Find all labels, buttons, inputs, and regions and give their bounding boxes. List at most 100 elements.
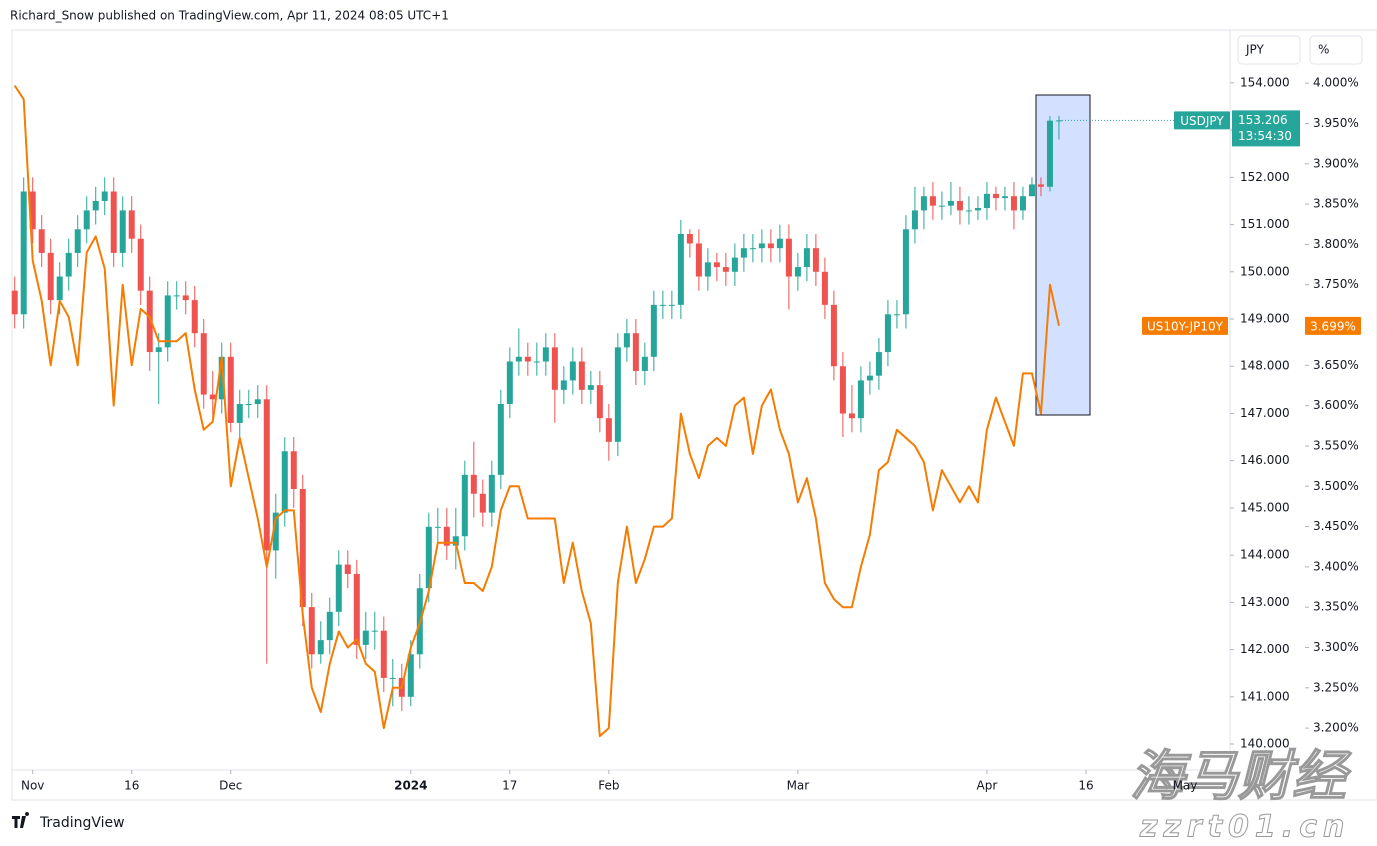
y2-tick-label: 3.350% xyxy=(1313,600,1359,614)
x-tick-label: 17 xyxy=(502,779,517,793)
y2-axis-label[interactable]: % xyxy=(1318,43,1329,57)
candle-body xyxy=(1028,184,1035,197)
y2-tick-label: 3.650% xyxy=(1313,358,1359,372)
y2-axis-header-box[interactable] xyxy=(1309,35,1363,65)
candle-body xyxy=(767,243,774,249)
y2-tick-label: 3.250% xyxy=(1313,680,1359,694)
candle-body xyxy=(1019,196,1026,211)
candle-body xyxy=(272,512,279,551)
chart-frame xyxy=(11,29,1377,801)
candle-body xyxy=(668,304,675,306)
candle-body xyxy=(1046,120,1053,187)
candle-body xyxy=(20,191,27,315)
candle-body xyxy=(524,356,531,362)
candle-body xyxy=(488,474,495,513)
candle-body xyxy=(902,229,909,315)
candle-body xyxy=(722,267,729,272)
candle-body xyxy=(461,474,468,537)
candle-body xyxy=(641,356,648,371)
candle-body xyxy=(605,418,612,442)
candle-body xyxy=(299,489,306,608)
last-price-label: 153.206 xyxy=(1238,113,1288,127)
candle-body xyxy=(974,208,981,211)
y-tick-label: 140.000 xyxy=(1240,737,1290,751)
candle-body xyxy=(911,210,918,230)
series-name-badge-bg xyxy=(1142,316,1228,335)
y2-tick-label: 3.800% xyxy=(1313,237,1359,251)
candle-body xyxy=(209,394,216,400)
y2-tick-label: 3.550% xyxy=(1313,438,1359,452)
y2-tick-label: 3.950% xyxy=(1313,116,1359,130)
y-tick-label: 145.000 xyxy=(1240,500,1290,514)
candle-body xyxy=(101,191,108,201)
candle-body xyxy=(47,252,54,301)
candle-body xyxy=(713,262,720,268)
last-price-badge-bg xyxy=(1232,110,1300,147)
candle-body xyxy=(407,654,414,697)
candle-body xyxy=(812,248,819,272)
y-tick-label: 141.000 xyxy=(1240,689,1290,703)
candle-body xyxy=(785,238,792,277)
countdown-label: 13:54:30 xyxy=(1238,129,1292,143)
candle-body xyxy=(515,356,522,362)
candle-body xyxy=(884,314,891,353)
x-tick-label: 16 xyxy=(124,779,139,793)
candle-body xyxy=(839,366,846,414)
candle-body xyxy=(749,248,756,250)
candle-body xyxy=(857,380,864,419)
candles xyxy=(11,115,1062,711)
candle-body xyxy=(542,347,549,362)
candle-body xyxy=(164,295,171,348)
candle-body xyxy=(533,361,540,363)
y2-tick-label: 3.750% xyxy=(1313,277,1359,291)
candle-body xyxy=(110,191,117,253)
candle-body xyxy=(992,193,999,199)
candle-body xyxy=(830,304,837,367)
x-tick-label: 2024 xyxy=(394,779,427,793)
candle-body xyxy=(263,399,270,551)
candle-body xyxy=(281,451,288,513)
candle-body xyxy=(947,200,954,206)
y-tick-label: 154.000 xyxy=(1240,75,1290,89)
y-axis-label[interactable]: JPY xyxy=(1245,43,1265,57)
candle-body xyxy=(632,333,639,371)
candle-body xyxy=(137,238,144,291)
candle-body xyxy=(344,564,351,575)
candle-body xyxy=(218,356,225,400)
candle-body xyxy=(659,304,666,306)
y2-tick-label: 3.300% xyxy=(1313,640,1359,654)
y-tick-label: 151.000 xyxy=(1240,217,1290,231)
brand-name: TradingView xyxy=(39,815,125,831)
candle-body xyxy=(569,361,576,381)
watermark-name: 海马财经 xyxy=(1130,745,1352,808)
candle-body xyxy=(596,385,603,419)
candle-body xyxy=(929,196,936,206)
x-tick-label: Feb xyxy=(598,779,619,793)
candle-body xyxy=(875,352,882,376)
candle-body xyxy=(434,526,441,528)
candle-body xyxy=(758,243,765,249)
x-tick-label: Dec xyxy=(219,779,242,793)
candle-body xyxy=(506,361,513,405)
candle-body xyxy=(236,404,243,423)
candle-body xyxy=(83,210,90,230)
candle-body xyxy=(650,304,657,357)
y-tick-label: 152.000 xyxy=(1240,170,1290,184)
candle-body xyxy=(560,380,567,390)
candle-body xyxy=(695,243,702,277)
candle-body xyxy=(56,276,63,301)
y2-tick-label: 4.000% xyxy=(1313,76,1359,90)
x-tick-label: 16 xyxy=(1078,779,1093,793)
candle-body xyxy=(290,451,297,490)
y-axis-header-box[interactable] xyxy=(1237,35,1301,65)
series-name-badge: US10Y-JP10Y xyxy=(1147,319,1224,333)
last-value-label-bg xyxy=(1305,316,1361,335)
candle-body xyxy=(11,290,18,315)
brand-logo xyxy=(12,812,30,828)
candle-body xyxy=(146,290,153,353)
y-tick-label: 142.000 xyxy=(1240,642,1290,656)
candle-body xyxy=(128,210,135,239)
candle-body xyxy=(938,205,945,207)
candle-body xyxy=(956,200,963,211)
